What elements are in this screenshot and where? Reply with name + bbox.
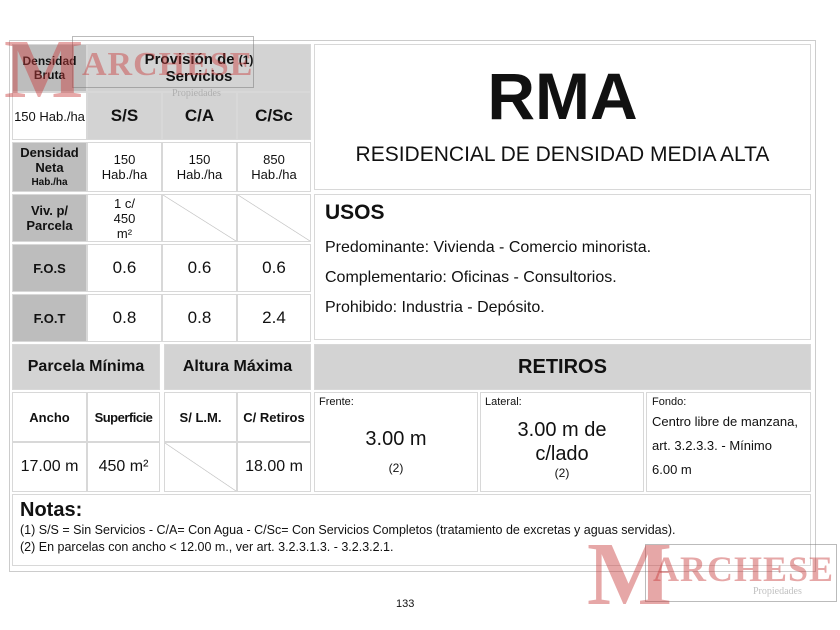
slm-empty [164,442,237,492]
retiro-lateral: Lateral: 3.00 m de c/lado (2) [480,392,644,492]
fos-ss: 0.6 [87,244,162,292]
fondo-line-3: 6.00 m [652,462,692,477]
col-header-ss: S/S [87,92,162,140]
fot-csc: 2.4 [237,294,311,342]
viv-parcela-ca-empty [162,194,237,242]
frente-value: 3.00 m [365,427,427,450]
densidad-neta-sublabel: Hab./ha [31,176,68,188]
nota-1: (1) S/S = Sin Servicios - C/A= Con Agua … [20,523,676,537]
parcela-minima-header: Parcela Mínima [12,344,160,390]
superficie-value: 450 m² [87,442,160,492]
frente-note: (2) [388,460,404,475]
densidad-neta-ss: 150 Hab./ha [87,142,162,192]
col-header-csc: C/Sc [237,92,311,140]
usos-box: USOS Predominante: Vivienda - Comercio m… [314,194,811,340]
fos-ca: 0.6 [162,244,237,292]
densidad-bruta-label: Densidad Bruta [12,44,87,92]
row-label-fos: F.O.S [12,244,87,292]
fot-ca: 0.8 [162,294,237,342]
slm-label: S/ L.M. [164,392,237,442]
row-label-fot: F.O.T [12,294,87,342]
usos-title: USOS [325,201,385,224]
fondo-line-1: Centro libre de manzana, [652,414,798,429]
densidad-neta-csc: 850 Hab./ha [237,142,311,192]
retiros-header: RETIROS [314,344,811,390]
densidad-neta-ca: 150 Hab./ha [162,142,237,192]
col-header-ca: C/A [162,92,237,140]
fondo-line-2: art. 3.2.3.3. - Mínimo [652,438,772,453]
lateral-label: Lateral: [485,396,522,408]
row-label-viv-parcela: Viv. p/ Parcela [12,194,87,242]
fot-ss: 0.8 [87,294,162,342]
provision-note: (1) [238,53,254,67]
nota-2: (2) En parcelas con ancho < 12.00 m., ve… [20,540,394,554]
provision-title2: Servicios [165,68,233,85]
page-number: 133 [396,598,415,610]
c-retiros-label: C/ Retiros [237,392,311,442]
altura-maxima-header: Altura Máxima [164,344,311,390]
zone-code: RMA [487,59,638,133]
provision-header: Provisión de (1) Servicios [87,44,311,92]
retiro-frente: Frente: 3.00 m (2) [314,392,478,492]
row-label-densidad-neta: Densidad Neta Hab./ha [12,142,87,192]
densidad-bruta-value: 150 Hab./ha [12,92,87,140]
usos-predominante: Predominante: Vivienda - Comercio minori… [325,239,652,256]
fos-csc: 0.6 [237,244,311,292]
lateral-value: 3.00 m de c/lado [517,419,607,465]
notas-box: Notas: (1) S/S = Sin Servicios - C/A= Co… [12,494,811,566]
notas-title: Notas: [20,499,83,521]
superficie-label: Superficie [87,392,160,442]
retiro-fondo: Fondo: Centro libre de manzana, art. 3.2… [646,392,811,492]
viv-parcela-ss: 1 c/ 450 m² [87,194,162,242]
c-retiros-value: 18.00 m [237,442,311,492]
zone-header: RMA RESIDENCIAL DE DENSIDAD MEDIA ALTA [314,44,811,190]
provision-title: Provisión de [144,51,235,68]
lateral-note: (2) [554,466,570,480]
viv-parcela-csc-empty [237,194,311,242]
ancho-label: Ancho [12,392,87,442]
fondo-label: Fondo: [652,396,687,408]
densidad-neta-label: Densidad Neta [20,144,79,175]
page-frame [9,40,816,572]
zone-name: RESIDENCIAL DE DENSIDAD MEDIA ALTA [355,143,770,166]
ancho-value: 17.00 m [12,442,87,492]
usos-complementario: Complementario: Oficinas - Consultorios. [325,269,617,286]
usos-prohibido: Prohibido: Industria - Depósito. [325,299,545,316]
frente-label: Frente: [319,396,354,408]
